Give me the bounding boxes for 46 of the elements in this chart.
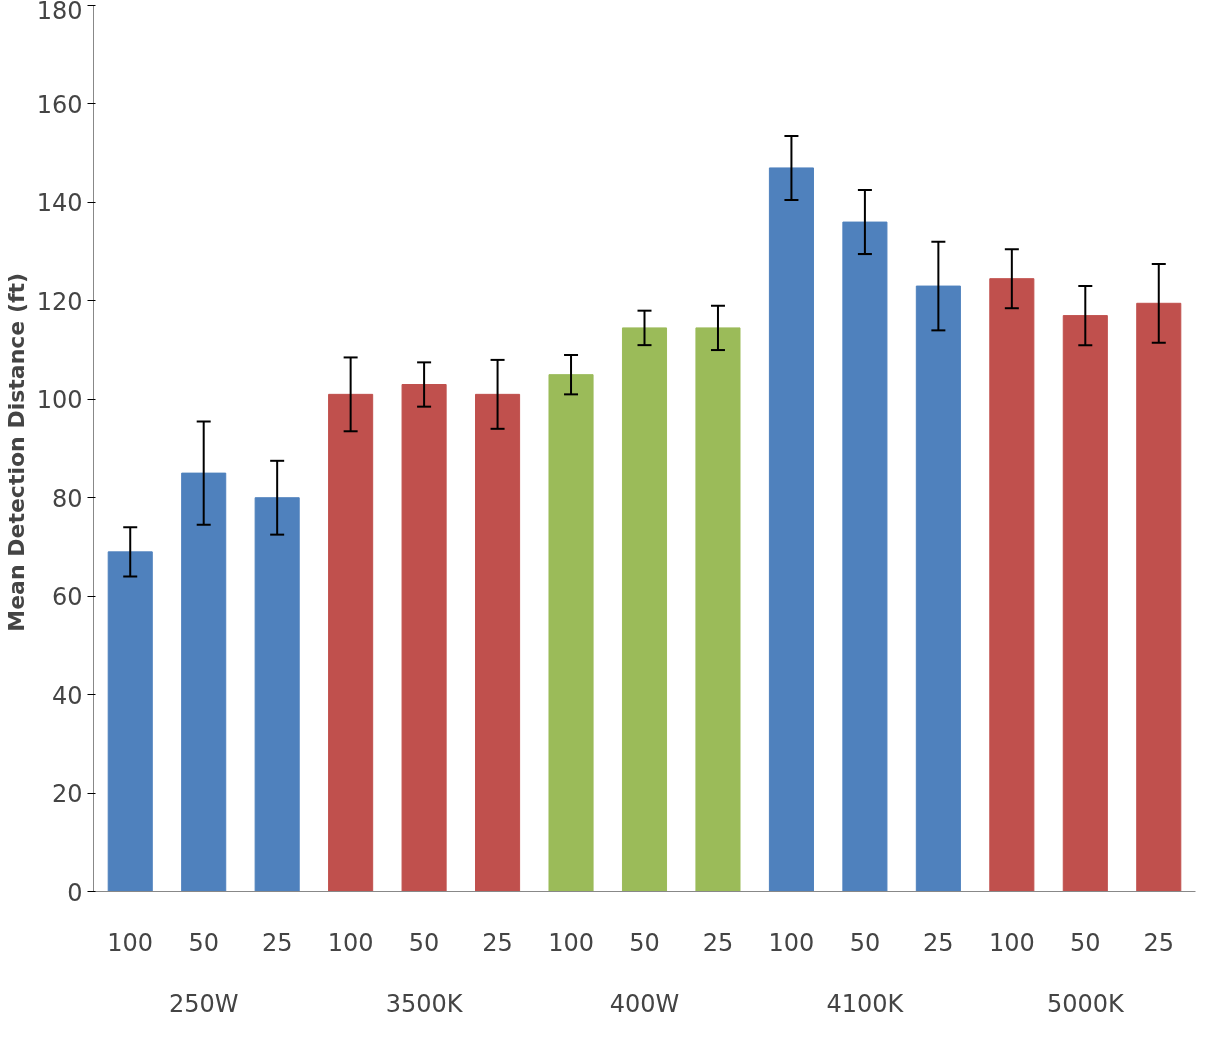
bar [181,472,227,892]
bar [1136,302,1182,892]
x-tick-label: 100 [327,928,374,957]
bar [695,327,741,892]
x-tick-label: 50 [849,928,881,957]
bar [842,221,888,892]
text: 4100K [826,989,905,1018]
bar [621,327,668,892]
text: 3500K [385,989,464,1018]
y-tick-label: 180 [36,0,83,25]
y-tick-label: 0 [67,878,83,907]
bar [548,374,594,892]
x-tick-label: 100 [768,928,815,957]
x-tick-label: 25 [702,928,734,957]
bar [915,285,961,892]
y-tick-label: 160 [36,90,83,119]
bar [475,393,521,892]
text: 400W [609,989,680,1018]
x-tick-label: 100 [107,928,154,957]
y-tick-label: 140 [36,189,83,218]
x-tick-label: 25 [482,928,513,957]
bar [1062,315,1108,892]
x-tick-label: 25 [261,928,293,957]
x-tick-label: 50 [1070,928,1101,957]
x-tick-label: 25 [923,928,954,957]
bar [254,497,300,892]
bar [328,393,374,892]
text: 250W [168,989,239,1018]
bar [989,278,1035,892]
x-tick-label: 100 [988,928,1035,957]
text: 5000K [1046,989,1125,1018]
x-tick-label: 50 [408,928,440,957]
y-tick-label: 60 [51,583,83,612]
y-axis-title: Mean Detection Distance (ft) [3,272,29,632]
y-tick-label: 120 [36,287,83,316]
y-tick-label: 20 [51,780,83,809]
bar [107,551,153,892]
bar [401,384,447,892]
x-tick-label: 100 [548,928,594,957]
x-tick-label: 50 [188,928,219,957]
y-tick-label: 40 [51,681,83,710]
y-tick-label: 80 [51,484,83,513]
x-tick-label: 50 [629,928,660,957]
x-tick-label: 25 [1143,928,1175,957]
y-tick-label: 100 [36,386,83,415]
bar [768,167,814,892]
